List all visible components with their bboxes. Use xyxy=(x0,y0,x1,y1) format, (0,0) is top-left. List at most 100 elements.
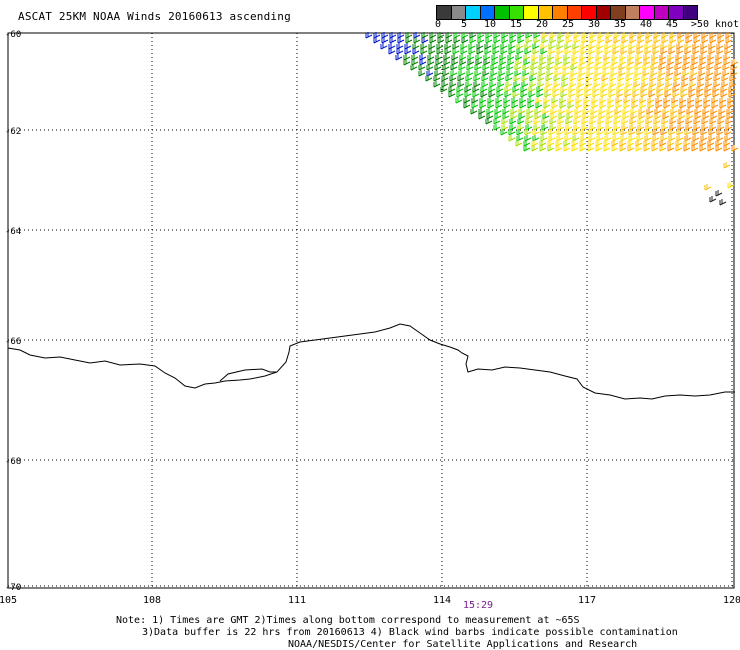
wind-barb xyxy=(691,140,699,147)
wind-barb xyxy=(668,48,676,55)
wind-barb xyxy=(607,102,615,109)
wind-barb xyxy=(527,102,535,109)
wind-barb xyxy=(701,37,709,44)
wind-barb xyxy=(373,32,381,39)
wind-barb xyxy=(694,108,702,115)
wind-barb xyxy=(658,64,666,71)
wind-barb xyxy=(605,32,613,39)
wind-barb xyxy=(571,145,579,152)
wind-barb xyxy=(480,91,488,98)
wind-barb xyxy=(526,108,534,115)
wind-barb xyxy=(536,86,544,93)
wind-barb xyxy=(569,75,577,82)
wind-barb xyxy=(530,64,538,71)
wind-barb xyxy=(724,43,732,50)
wind-barb xyxy=(723,162,731,169)
wind-barb xyxy=(687,97,695,104)
wind-barb xyxy=(510,108,518,115)
wind-barb xyxy=(552,86,560,93)
wind-barb xyxy=(405,32,413,39)
wind-barb xyxy=(547,140,555,147)
wind-barb xyxy=(584,86,592,93)
wind-barb xyxy=(653,32,661,39)
wind-barb xyxy=(468,43,476,50)
wind-barb xyxy=(463,97,471,104)
wind-barb xyxy=(517,118,525,125)
legend-swatch xyxy=(596,6,611,19)
wind-barb xyxy=(590,108,598,115)
wind-barb xyxy=(626,64,634,71)
wind-barb xyxy=(557,32,565,39)
wind-barb xyxy=(723,140,731,147)
wind-barb xyxy=(708,43,716,50)
wind-barb xyxy=(703,102,711,109)
wind-barb xyxy=(618,64,626,71)
wind-barb xyxy=(637,32,645,39)
wind-barb xyxy=(488,86,496,93)
wind-barb xyxy=(591,102,599,109)
wind-barb xyxy=(586,64,594,71)
wind-barb xyxy=(685,118,693,125)
wind-barb xyxy=(540,43,548,50)
wind-barb xyxy=(525,118,533,125)
wind-barb xyxy=(660,43,668,50)
wind-barb xyxy=(701,32,709,39)
wind-barb xyxy=(540,48,548,55)
wind-barb xyxy=(450,64,458,71)
wind-barb xyxy=(716,48,724,55)
wind-barb xyxy=(561,75,569,82)
legend-swatch xyxy=(524,6,539,19)
wind-barb xyxy=(466,64,474,71)
wind-barb xyxy=(479,102,487,109)
wind-barb xyxy=(495,97,503,104)
wind-barb xyxy=(482,64,490,71)
wind-barb xyxy=(549,118,557,125)
wind-barb xyxy=(587,140,595,147)
map-frame xyxy=(7,32,735,589)
wind-barb xyxy=(496,86,504,93)
wind-barb xyxy=(480,86,488,93)
legend-label: 35 xyxy=(613,19,627,30)
wind-barb xyxy=(612,43,620,50)
wind-barb xyxy=(444,48,452,55)
wind-barb xyxy=(495,102,503,109)
wind-barb xyxy=(471,102,479,109)
wind-barb xyxy=(608,91,616,98)
axis-labels: -60 -62 -64 -66 -68 -70 105 108 111 114 117 120 xyxy=(0,30,740,606)
wind-barb xyxy=(470,108,478,115)
wind-barb xyxy=(475,54,483,61)
wind-barb xyxy=(575,97,583,104)
wind-barb xyxy=(645,37,653,44)
wind-barb xyxy=(548,48,556,55)
wind-barb xyxy=(540,129,548,136)
wind-barb xyxy=(389,32,397,39)
wind-barb xyxy=(373,37,381,44)
wind-barb xyxy=(677,37,685,44)
wind-barb xyxy=(583,102,591,109)
wind-barb xyxy=(656,91,664,98)
wind-barb xyxy=(562,64,570,71)
wind-barb xyxy=(445,32,453,39)
wind-barb xyxy=(644,43,652,50)
note-line-1: Note: 1) Times are GMT 2)Times along bot… xyxy=(116,615,580,626)
wind-barb xyxy=(381,37,389,44)
pass-time-label: 15:29 xyxy=(462,600,494,611)
wind-barb xyxy=(688,91,696,98)
wind-barb xyxy=(541,37,549,44)
wind-barb xyxy=(493,37,501,44)
wind-barb xyxy=(428,48,436,55)
wind-barb xyxy=(533,118,541,125)
wind-barb xyxy=(645,32,653,39)
wind-barb xyxy=(579,54,587,61)
wind-barb xyxy=(669,32,677,39)
wind-barb xyxy=(564,43,572,50)
wind-barb xyxy=(557,37,565,44)
wind-barb xyxy=(581,37,589,44)
wind-barb xyxy=(572,129,580,136)
wind-barb xyxy=(597,32,605,39)
latitude-label: -64 xyxy=(5,227,21,237)
wind-barb xyxy=(478,113,486,120)
wind-barb xyxy=(515,54,523,61)
wind-barb xyxy=(677,118,685,125)
wind-barb xyxy=(487,97,495,104)
